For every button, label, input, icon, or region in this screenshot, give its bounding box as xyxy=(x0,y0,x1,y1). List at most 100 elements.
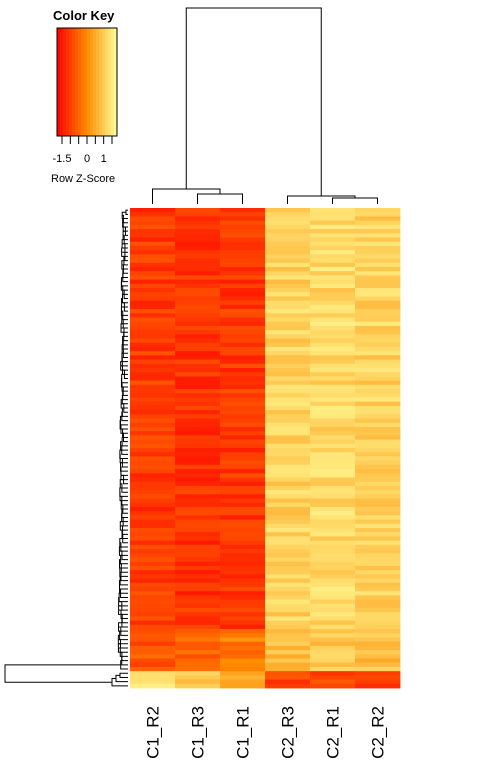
heatmap-cell xyxy=(265,599,311,605)
heatmap-cell xyxy=(355,376,401,382)
heatmap-cell xyxy=(355,414,401,419)
heatmap-cell xyxy=(310,224,356,230)
heatmap-cell xyxy=(175,414,221,419)
heatmap-cell xyxy=(310,612,356,617)
heatmap-cell xyxy=(220,662,266,668)
heatmap-cell xyxy=(175,212,221,217)
heatmap-cell xyxy=(355,494,401,499)
heatmap-cell xyxy=(355,536,401,542)
heatmap-cell xyxy=(355,645,401,651)
heatmap-cell xyxy=(220,540,266,546)
heatmap-cell xyxy=(175,309,221,314)
heatmap-cell xyxy=(175,612,221,617)
heatmap-cell xyxy=(310,325,356,331)
dendrogram-branch xyxy=(119,567,128,577)
heatmap-cell xyxy=(220,393,266,398)
heatmap-cell xyxy=(130,368,176,373)
heatmap-cell xyxy=(175,283,221,289)
heatmap-cell xyxy=(220,401,266,407)
heatmap-cell xyxy=(130,443,176,449)
heatmap-cell xyxy=(355,498,401,504)
heatmap-cells xyxy=(130,208,401,689)
heatmap-cell xyxy=(265,245,311,251)
heatmap-cell xyxy=(355,511,401,516)
column-label: C1_R2 xyxy=(144,706,163,759)
heatmap-cell xyxy=(130,464,176,470)
heatmap-cell xyxy=(130,220,176,226)
dendrogram-branch xyxy=(119,538,128,548)
heatmap-cell xyxy=(130,650,176,655)
heatmap-cell xyxy=(310,266,356,272)
dendrogram-branch xyxy=(119,588,128,598)
heatmap-cell xyxy=(220,296,266,302)
dendrogram-branch xyxy=(122,289,128,300)
heatmap-cell xyxy=(175,389,221,394)
heatmap-cell xyxy=(355,355,401,360)
heatmap-cell xyxy=(265,254,311,259)
heatmap-cell xyxy=(130,620,176,626)
heatmap-cell xyxy=(355,658,401,664)
dendrogram-branch xyxy=(119,672,128,678)
heatmap-cell xyxy=(310,570,356,575)
heatmap-cell xyxy=(130,460,176,466)
heatmap-cell xyxy=(175,603,221,609)
heatmap-cell xyxy=(310,300,356,306)
heatmap-cell xyxy=(175,216,221,222)
heatmap-cell xyxy=(130,410,176,415)
heatmap-cell xyxy=(220,418,266,424)
heatmap-cell xyxy=(310,608,356,613)
heatmap-cell xyxy=(220,616,266,622)
heatmap-cell xyxy=(265,603,311,609)
color-key-strip xyxy=(111,28,115,136)
heatmap-cell xyxy=(175,334,221,339)
heatmap-cell xyxy=(310,439,356,445)
heatmap-cell xyxy=(220,629,266,634)
heatmap-cell xyxy=(130,309,176,314)
heatmap-cell xyxy=(310,553,356,558)
heatmap-cell xyxy=(265,443,311,449)
heatmap-cell xyxy=(220,220,266,226)
heatmap-cell xyxy=(355,448,401,453)
dendrogram-branch xyxy=(122,340,128,350)
heatmap-cell xyxy=(130,418,176,424)
heatmap-cell xyxy=(175,565,221,571)
heatmap-cell xyxy=(265,448,311,453)
heatmap-cell xyxy=(265,229,311,234)
heatmap-cell xyxy=(310,494,356,499)
heatmap-cell xyxy=(130,469,176,474)
heatmap-cell xyxy=(130,629,176,634)
dendrogram-branch xyxy=(120,445,128,455)
heatmap-cell xyxy=(130,292,176,297)
column-label: C1_R3 xyxy=(189,706,208,759)
heatmap-cell xyxy=(175,599,221,605)
heatmap-cell xyxy=(265,321,311,327)
color-key-strip xyxy=(93,28,97,136)
dendrogram-branch xyxy=(119,449,128,460)
dendrogram-branch xyxy=(152,188,221,204)
heatmap-cell xyxy=(130,683,176,689)
heatmap-cell xyxy=(220,502,266,508)
heatmap-cell xyxy=(265,477,311,483)
heatmap-cell xyxy=(220,582,266,588)
heatmap-cell xyxy=(130,313,176,318)
heatmap-cell xyxy=(265,325,311,331)
heatmap-cell xyxy=(175,477,221,483)
heatmap-cell xyxy=(175,456,221,462)
heatmap-cell xyxy=(355,271,401,276)
heatmap-cell xyxy=(220,473,266,478)
heatmap-cell xyxy=(265,553,311,558)
heatmap-cell xyxy=(310,258,356,264)
heatmap-cell xyxy=(175,431,221,436)
heatmap-cell xyxy=(220,485,266,491)
heatmap-cell xyxy=(355,338,401,344)
heatmap-cell xyxy=(220,300,266,306)
heatmap-cell xyxy=(175,557,221,563)
heatmap-cell xyxy=(130,279,176,285)
heatmap-cell xyxy=(355,654,401,659)
heatmap-cell xyxy=(310,262,356,268)
heatmap-cell xyxy=(130,414,176,419)
heatmap-cell xyxy=(265,565,311,571)
heatmap-cell xyxy=(355,237,401,243)
heatmap-cell xyxy=(355,532,401,537)
heatmap-cell xyxy=(310,334,356,339)
